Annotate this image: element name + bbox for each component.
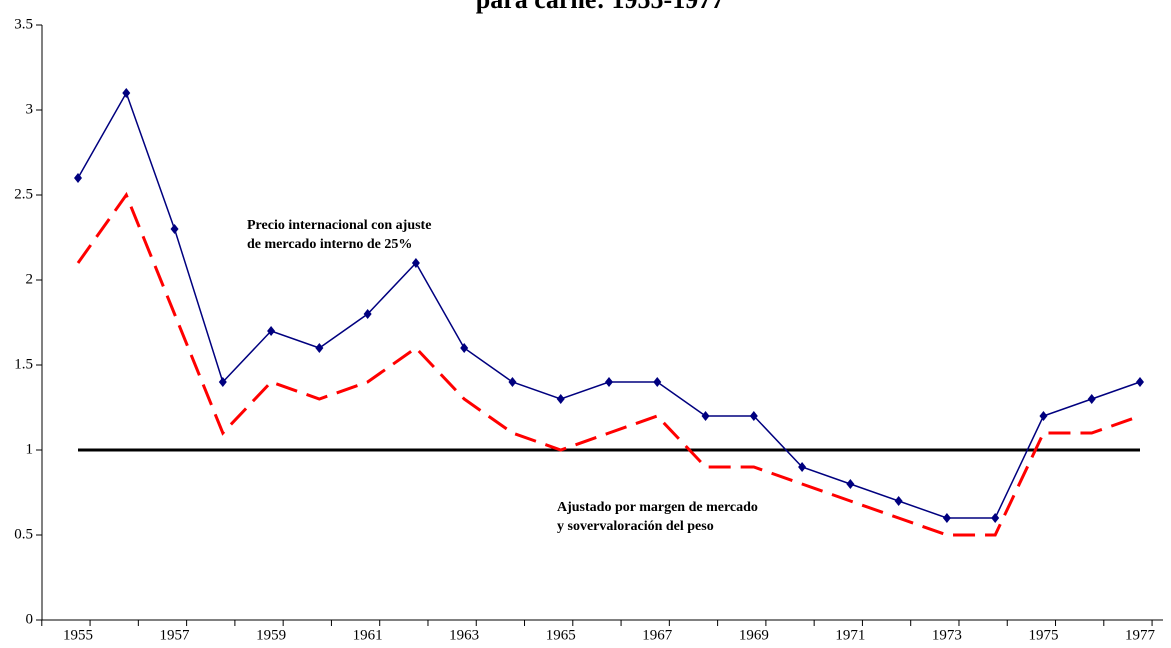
point (653, 377, 662, 387)
x-tick-label: 1967 (642, 627, 673, 643)
point (749, 411, 758, 421)
x-tick-label: 1971 (835, 627, 865, 643)
point (315, 343, 324, 353)
y-tick-label: 3 (26, 101, 34, 117)
chart-title: para carne: 1955-1977 (476, 0, 724, 14)
point (605, 377, 613, 387)
point (798, 462, 807, 472)
point (170, 224, 179, 234)
x-tick-label: 1973 (932, 627, 962, 643)
x-tick-label: 1957 (160, 627, 191, 643)
point (1087, 394, 1096, 404)
x-tick-label: 1977 (1125, 627, 1156, 643)
point (508, 377, 517, 387)
point (1039, 411, 1048, 421)
x-tick-label: 1963 (449, 627, 479, 643)
series-line (77, 91, 1141, 519)
y-tick-label: 1 (26, 441, 34, 457)
y-tick-label: 0 (26, 611, 34, 627)
x-tick-label: 1959 (256, 627, 286, 643)
annotation: Precio internacional con ajuste (247, 218, 431, 233)
point (846, 479, 855, 489)
point (363, 309, 372, 319)
point (942, 513, 951, 523)
x-tick-label: 1961 (353, 627, 383, 643)
point (894, 496, 903, 506)
series-line (76, 191, 1141, 537)
point (74, 173, 82, 183)
x-tick-label: 1969 (739, 627, 769, 643)
annotation: Ajustado por margen de mercado (557, 500, 758, 515)
x-tick-label: 1965 (546, 627, 576, 643)
point (460, 343, 469, 353)
y-tick-label: 2.5 (14, 186, 33, 202)
point (411, 258, 420, 268)
y-tick-label: 2 (26, 271, 34, 287)
y-tick-label: 3.5 (14, 16, 33, 32)
annotation: de mercado interno de 25% (247, 237, 412, 252)
x-tick-label: 1975 (1028, 627, 1058, 643)
point (267, 326, 276, 336)
x-tick-label: 1955 (63, 627, 93, 643)
point (218, 377, 227, 387)
y-tick-label: 0.5 (14, 526, 33, 542)
y-tick-label: 1.5 (14, 356, 33, 372)
point (122, 88, 131, 98)
point (701, 411, 710, 421)
point (556, 394, 565, 404)
point (1136, 377, 1144, 387)
annotation: y sovervaloración del peso (557, 519, 714, 534)
point (991, 513, 1000, 523)
